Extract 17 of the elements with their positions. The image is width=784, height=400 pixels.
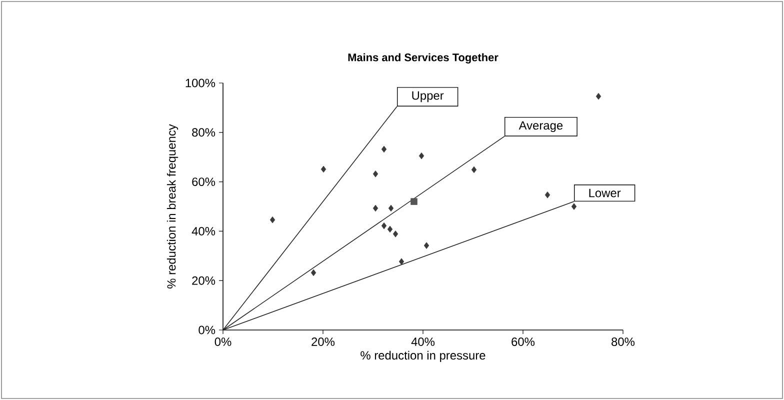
y-tick-label: 0% [198, 326, 216, 334]
series-label: Lower [589, 188, 621, 198]
chart-title: Mains and Services Together [348, 53, 498, 64]
x-tick-label: 40% [411, 338, 435, 346]
y-tick-label: 100% [186, 78, 216, 88]
x-tick-label: 20% [312, 338, 335, 346]
y-axis-title: % reduction in break frequency [166, 124, 178, 288]
y-tick-label: 80% [192, 128, 216, 137]
x-tick-label: 0% [214, 338, 232, 346]
x-tick-label: 60% [512, 338, 535, 346]
series-label: Average [518, 121, 563, 132]
y-tick-label: 60% [192, 178, 216, 186]
series-label: Upper [412, 91, 444, 102]
y-tick-label: 40% [192, 226, 216, 236]
y-tick-label: 20% [192, 276, 216, 285]
x-tick-label: 80% [612, 338, 635, 346]
x-axis-title: % reduction in pressure [360, 350, 486, 362]
